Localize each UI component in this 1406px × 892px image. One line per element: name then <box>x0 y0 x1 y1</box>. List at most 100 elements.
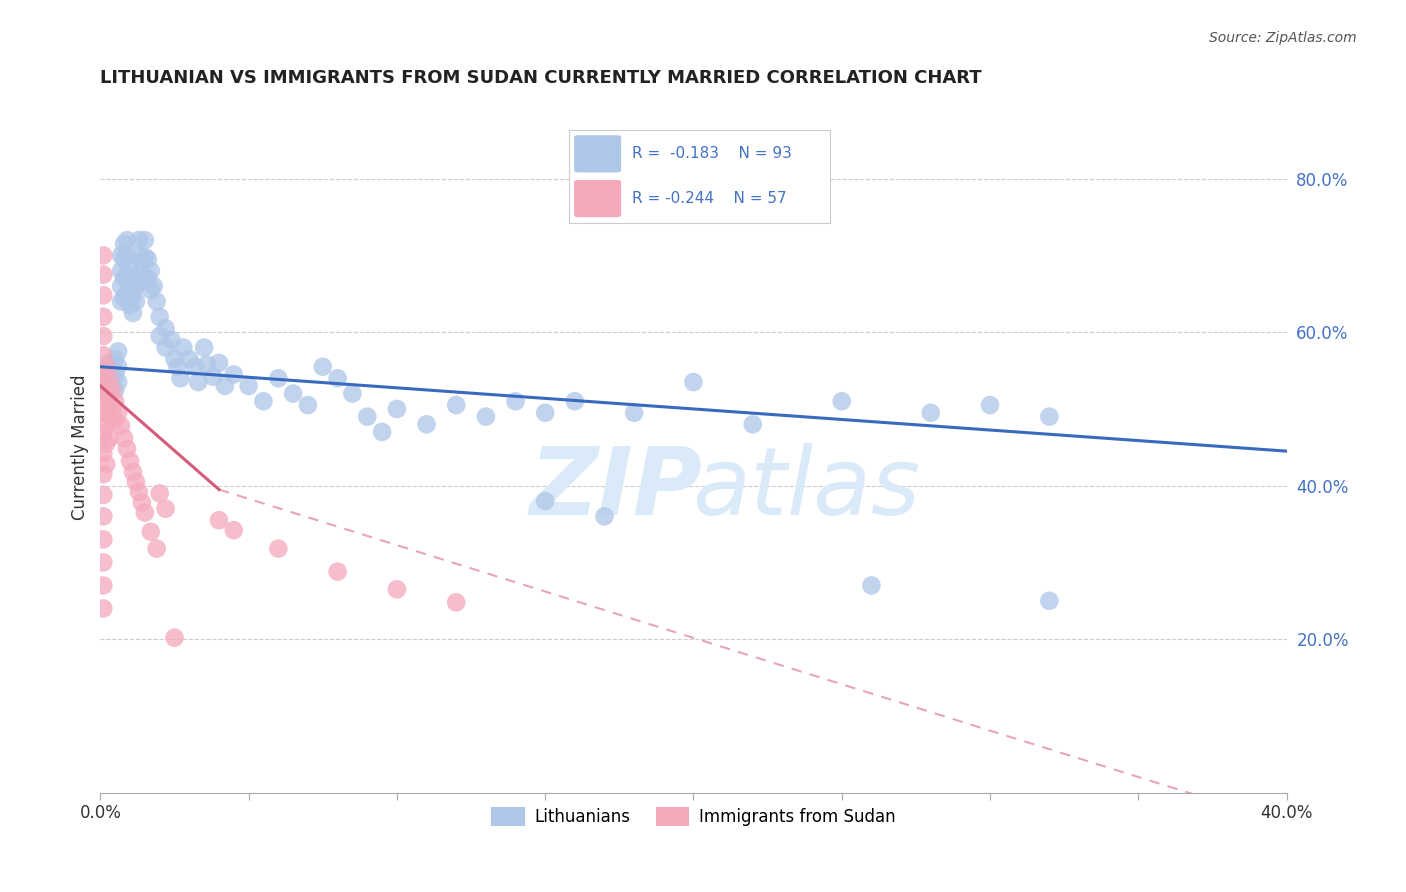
Point <box>139 264 162 278</box>
Point <box>214 379 236 393</box>
Point <box>149 329 172 343</box>
Point <box>101 375 124 389</box>
Point <box>98 356 121 370</box>
Point <box>356 409 378 424</box>
Point <box>104 352 127 367</box>
Point <box>385 401 408 416</box>
Point <box>326 565 349 579</box>
Point <box>91 578 114 592</box>
Point <box>444 398 467 412</box>
Point <box>534 494 557 508</box>
Point <box>297 398 319 412</box>
Point <box>110 294 132 309</box>
Point <box>122 288 145 302</box>
Point <box>112 271 135 285</box>
Point <box>169 371 191 385</box>
Point <box>112 431 135 445</box>
Point <box>475 409 498 424</box>
Point <box>920 406 942 420</box>
Point <box>179 352 201 367</box>
Point <box>96 383 118 397</box>
Point <box>623 406 645 420</box>
Text: atlas: atlas <box>692 443 921 534</box>
Point <box>91 488 114 502</box>
Point <box>112 291 135 305</box>
Point <box>131 256 153 270</box>
Point <box>115 286 138 301</box>
Point <box>91 467 114 482</box>
Point <box>110 264 132 278</box>
Point <box>91 426 114 441</box>
Point <box>104 394 127 409</box>
Point <box>415 417 437 432</box>
Point <box>101 383 124 397</box>
Point <box>444 595 467 609</box>
Point <box>96 398 118 412</box>
Point <box>155 341 177 355</box>
Point <box>222 523 245 537</box>
Text: LITHUANIAN VS IMMIGRANTS FROM SUDAN CURRENTLY MARRIED CORRELATION CHART: LITHUANIAN VS IMMIGRANTS FROM SUDAN CURR… <box>100 69 981 87</box>
Point <box>107 406 129 420</box>
Point <box>534 406 557 420</box>
Point <box>166 359 188 374</box>
Point <box>134 233 156 247</box>
Point <box>91 248 114 262</box>
Point <box>136 252 159 267</box>
Point <box>107 375 129 389</box>
Point <box>145 541 167 556</box>
Point <box>101 401 124 416</box>
Point <box>125 475 148 489</box>
Point <box>96 436 118 450</box>
Point <box>118 454 141 468</box>
Point <box>202 369 225 384</box>
Point <box>155 501 177 516</box>
Point <box>222 368 245 382</box>
Point <box>96 359 118 374</box>
Point <box>134 271 156 285</box>
Point <box>91 348 114 362</box>
Point <box>128 268 150 282</box>
Y-axis label: Currently Married: Currently Married <box>72 375 89 520</box>
Text: ZIP: ZIP <box>530 442 703 534</box>
Point <box>682 375 704 389</box>
Point <box>134 506 156 520</box>
Point <box>115 442 138 456</box>
Point <box>326 371 349 385</box>
Point <box>96 379 118 393</box>
Point <box>112 252 135 267</box>
Point <box>131 495 153 509</box>
Point <box>110 248 132 262</box>
Point <box>91 556 114 570</box>
Point <box>155 321 177 335</box>
Point <box>91 446 114 460</box>
Point <box>91 288 114 302</box>
Point <box>98 391 121 405</box>
Point <box>134 250 156 264</box>
Point <box>312 359 335 374</box>
Point <box>252 394 274 409</box>
Point <box>118 260 141 274</box>
Point <box>136 271 159 285</box>
Point <box>122 271 145 285</box>
Legend: Lithuanians, Immigrants from Sudan: Lithuanians, Immigrants from Sudan <box>485 800 903 832</box>
Point <box>208 356 231 370</box>
Point <box>505 394 527 409</box>
Point <box>128 484 150 499</box>
Point <box>741 417 763 432</box>
Point <box>128 248 150 262</box>
Point <box>110 279 132 293</box>
Point <box>831 394 853 409</box>
Point <box>98 371 121 385</box>
Point <box>139 283 162 297</box>
Point <box>104 368 127 382</box>
Point <box>128 233 150 247</box>
Point <box>107 359 129 374</box>
Point <box>342 386 364 401</box>
Point <box>104 383 127 397</box>
Point <box>98 431 121 445</box>
Point <box>125 279 148 293</box>
Text: Source: ZipAtlas.com: Source: ZipAtlas.com <box>1209 31 1357 45</box>
Point <box>98 371 121 385</box>
Point <box>142 279 165 293</box>
Point <box>860 578 883 592</box>
